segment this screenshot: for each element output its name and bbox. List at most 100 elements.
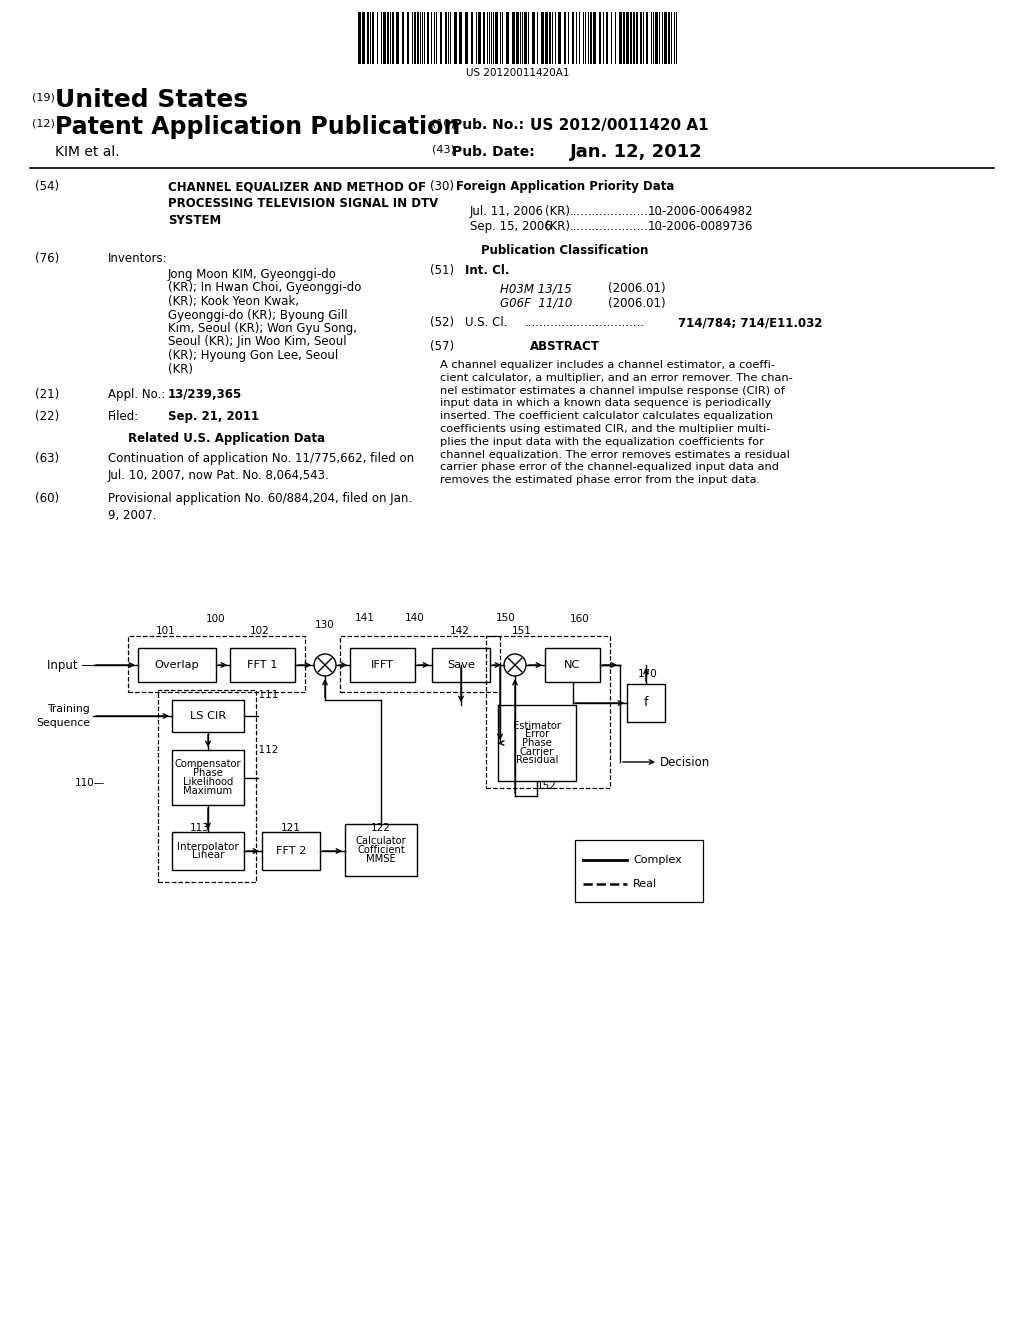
Bar <box>440 12 442 63</box>
Text: NC: NC <box>564 660 581 671</box>
Text: US 2012/0011420 A1: US 2012/0011420 A1 <box>530 117 709 133</box>
Text: Error: Error <box>525 729 549 739</box>
Text: (30): (30) <box>430 180 454 193</box>
Text: f: f <box>644 697 648 710</box>
Bar <box>407 12 409 63</box>
Text: 714/784; 714/E11.032: 714/784; 714/E11.032 <box>678 315 822 329</box>
Bar <box>383 12 386 63</box>
Bar <box>606 12 608 63</box>
Text: US 20120011420A1: US 20120011420A1 <box>466 69 569 78</box>
Bar <box>459 12 462 63</box>
Bar <box>471 12 473 63</box>
Text: Input —: Input — <box>47 659 93 672</box>
Circle shape <box>504 653 526 676</box>
Text: IFFT: IFFT <box>371 660 394 671</box>
Bar <box>138 648 216 682</box>
Text: Compensator: Compensator <box>175 759 242 770</box>
Text: 110—: 110— <box>75 777 105 788</box>
Bar <box>478 12 481 63</box>
Text: 160: 160 <box>570 614 590 624</box>
Bar <box>172 750 244 805</box>
Text: (10): (10) <box>432 117 455 128</box>
Text: 152: 152 <box>537 781 557 791</box>
Text: (19): (19) <box>32 92 55 102</box>
Text: FFT 2: FFT 2 <box>275 846 306 855</box>
Text: Publication Classification: Publication Classification <box>481 244 648 257</box>
Bar <box>506 12 509 63</box>
Text: (52): (52) <box>430 315 454 329</box>
Text: Gyeonggi-do (KR); Byoung Gill: Gyeonggi-do (KR); Byoung Gill <box>168 309 347 322</box>
Bar <box>387 12 389 63</box>
Text: KIM et al.: KIM et al. <box>55 145 120 158</box>
Text: Real: Real <box>633 879 657 888</box>
Bar <box>575 840 703 902</box>
Bar <box>545 648 600 682</box>
Text: ................................: ................................ <box>525 315 645 329</box>
Text: Jul. 11, 2006: Jul. 11, 2006 <box>470 205 544 218</box>
Text: 10-2006-0089736: 10-2006-0089736 <box>648 220 754 234</box>
Text: G06F  11/10: G06F 11/10 <box>500 297 572 310</box>
Bar <box>633 12 635 63</box>
Text: 150: 150 <box>496 612 516 623</box>
Circle shape <box>314 653 336 676</box>
Bar <box>630 12 632 63</box>
Text: (51): (51) <box>430 264 454 277</box>
Text: 130: 130 <box>315 620 335 630</box>
Bar <box>549 12 551 63</box>
Bar <box>532 12 535 63</box>
Text: (60): (60) <box>35 492 59 506</box>
Bar <box>230 648 295 682</box>
Text: Likelihood: Likelihood <box>183 777 233 787</box>
Text: Residual: Residual <box>516 755 558 766</box>
Text: Foreign Application Priority Data: Foreign Application Priority Data <box>456 180 674 193</box>
Text: Pub. Date:: Pub. Date: <box>452 145 535 158</box>
Text: Overlap: Overlap <box>155 660 200 671</box>
Text: Related U.S. Application Data: Related U.S. Application Data <box>128 432 326 445</box>
Bar <box>486 636 610 788</box>
Text: 101: 101 <box>156 626 176 636</box>
Bar <box>262 832 319 870</box>
Text: 142: 142 <box>451 626 470 636</box>
Bar <box>172 832 244 870</box>
Text: (2006.01): (2006.01) <box>608 282 666 294</box>
Bar <box>358 12 361 63</box>
Text: Maximum: Maximum <box>183 785 232 796</box>
Bar <box>590 12 592 63</box>
Text: (43): (43) <box>432 145 455 154</box>
Text: 121: 121 <box>281 822 301 833</box>
Text: Seoul (KR); Jin Woo Kim, Seoul: Seoul (KR); Jin Woo Kim, Seoul <box>168 335 347 348</box>
Bar <box>655 12 658 63</box>
Bar <box>454 12 457 63</box>
Text: Jong Moon KIM, Gyeonggi-do: Jong Moon KIM, Gyeonggi-do <box>168 268 337 281</box>
Text: FFT 1: FFT 1 <box>247 660 278 671</box>
Bar <box>396 12 399 63</box>
Text: (KR); Kook Yeon Kwak,: (KR); Kook Yeon Kwak, <box>168 294 299 308</box>
Bar <box>417 12 419 63</box>
Bar <box>495 12 498 63</box>
Bar <box>172 700 244 733</box>
Text: United States: United States <box>55 88 248 112</box>
Text: Linear: Linear <box>191 850 224 861</box>
Bar <box>427 12 429 63</box>
Bar <box>340 636 500 692</box>
Bar <box>414 12 416 63</box>
Bar <box>367 12 369 63</box>
Text: Estimator: Estimator <box>513 721 561 730</box>
Bar <box>402 12 404 63</box>
Bar <box>362 12 365 63</box>
Text: (KR); Hyoung Gon Lee, Seoul: (KR); Hyoung Gon Lee, Seoul <box>168 348 338 362</box>
Text: 113: 113 <box>190 822 210 833</box>
Text: Phase: Phase <box>194 768 223 779</box>
Bar <box>623 12 625 63</box>
Text: 151: 151 <box>512 626 531 636</box>
Bar <box>572 12 574 63</box>
Bar <box>545 12 548 63</box>
Bar <box>345 824 417 876</box>
Text: CHANNEL EQUALIZER AND METHOD OF
PROCESSING TELEVISION SIGNAL IN DTV
SYSTEM: CHANNEL EQUALIZER AND METHOD OF PROCESSI… <box>168 180 438 227</box>
Text: (54): (54) <box>35 180 59 193</box>
Bar <box>158 690 256 882</box>
Text: 140: 140 <box>406 612 425 623</box>
Text: (22): (22) <box>35 411 59 422</box>
Bar <box>512 12 515 63</box>
Text: Provisional application No. 60/884,204, filed on Jan.
9, 2007.: Provisional application No. 60/884,204, … <box>108 492 412 521</box>
